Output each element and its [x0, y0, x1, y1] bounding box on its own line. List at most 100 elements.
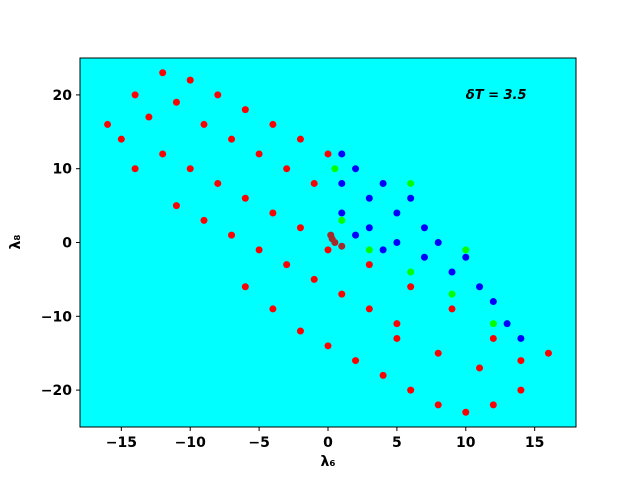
point — [200, 120, 208, 128]
point — [476, 364, 484, 372]
point — [200, 216, 208, 224]
point — [255, 246, 263, 254]
point — [186, 165, 194, 173]
point — [228, 135, 236, 143]
point — [159, 150, 167, 158]
point — [310, 179, 318, 187]
point — [393, 334, 401, 342]
point — [283, 261, 291, 269]
point — [214, 179, 222, 187]
point — [296, 224, 304, 232]
point — [352, 165, 360, 173]
point — [241, 194, 249, 202]
x-tick-label: 5 — [392, 435, 402, 451]
point — [448, 268, 456, 276]
point — [338, 242, 346, 250]
point — [489, 298, 497, 306]
point — [145, 113, 153, 121]
y-tick-label: 20 — [53, 88, 73, 104]
point — [104, 120, 112, 128]
point — [448, 305, 456, 313]
point — [489, 401, 497, 409]
point — [214, 91, 222, 99]
point — [476, 283, 484, 291]
point — [407, 386, 415, 394]
point — [365, 246, 373, 254]
annotation: δT = 3.5 — [466, 88, 527, 103]
point — [407, 283, 415, 291]
point — [462, 253, 470, 261]
point — [365, 261, 373, 269]
point — [172, 98, 180, 106]
x-tick-label: 15 — [525, 435, 544, 451]
point — [338, 209, 346, 217]
point — [434, 239, 442, 246]
point — [489, 320, 497, 328]
point — [328, 235, 336, 243]
x-tick-label: −10 — [175, 435, 206, 451]
point — [324, 150, 332, 158]
point — [420, 253, 428, 261]
point — [241, 283, 249, 291]
y-tick-label: −20 — [41, 383, 72, 399]
point — [296, 327, 304, 335]
point — [269, 305, 277, 313]
point — [352, 357, 360, 365]
point — [448, 290, 456, 298]
x-tick-label: 10 — [456, 435, 476, 451]
point — [283, 165, 291, 173]
point — [131, 91, 139, 99]
point — [338, 290, 346, 298]
point — [393, 239, 401, 246]
point — [324, 246, 332, 254]
point — [393, 209, 401, 217]
point — [117, 135, 125, 143]
point — [324, 342, 332, 350]
point — [338, 179, 346, 187]
point — [310, 275, 318, 283]
point — [338, 150, 346, 158]
point — [407, 194, 415, 202]
point — [352, 231, 360, 239]
x-tick-label: −15 — [106, 435, 137, 451]
point — [296, 135, 304, 143]
point — [544, 349, 552, 357]
point — [365, 194, 373, 202]
point — [131, 165, 139, 173]
point — [228, 231, 236, 239]
point — [269, 120, 277, 128]
point — [503, 320, 511, 328]
point — [407, 179, 415, 187]
point — [420, 224, 428, 232]
point — [269, 209, 277, 217]
point — [338, 216, 346, 224]
y-tick-label: 0 — [62, 236, 72, 252]
point — [462, 246, 470, 254]
point — [379, 371, 387, 379]
point — [517, 357, 525, 365]
point — [186, 76, 194, 84]
point — [407, 268, 415, 276]
point — [393, 320, 401, 328]
point — [331, 165, 339, 173]
y-tick-label: −10 — [41, 309, 72, 325]
plot-area — [80, 58, 576, 427]
point — [379, 179, 387, 187]
point — [462, 408, 470, 416]
x-axis-label: λ₆ — [321, 454, 336, 470]
x-tick-label: −5 — [248, 435, 269, 451]
point — [434, 349, 442, 357]
point — [434, 401, 442, 409]
point — [379, 246, 387, 254]
y-axis-label: λ₈ — [8, 235, 24, 250]
point — [489, 334, 497, 342]
point — [517, 334, 525, 342]
point — [241, 106, 249, 114]
point — [255, 150, 263, 158]
point — [365, 224, 373, 232]
point — [159, 69, 167, 77]
point — [365, 305, 373, 313]
point — [172, 202, 180, 210]
